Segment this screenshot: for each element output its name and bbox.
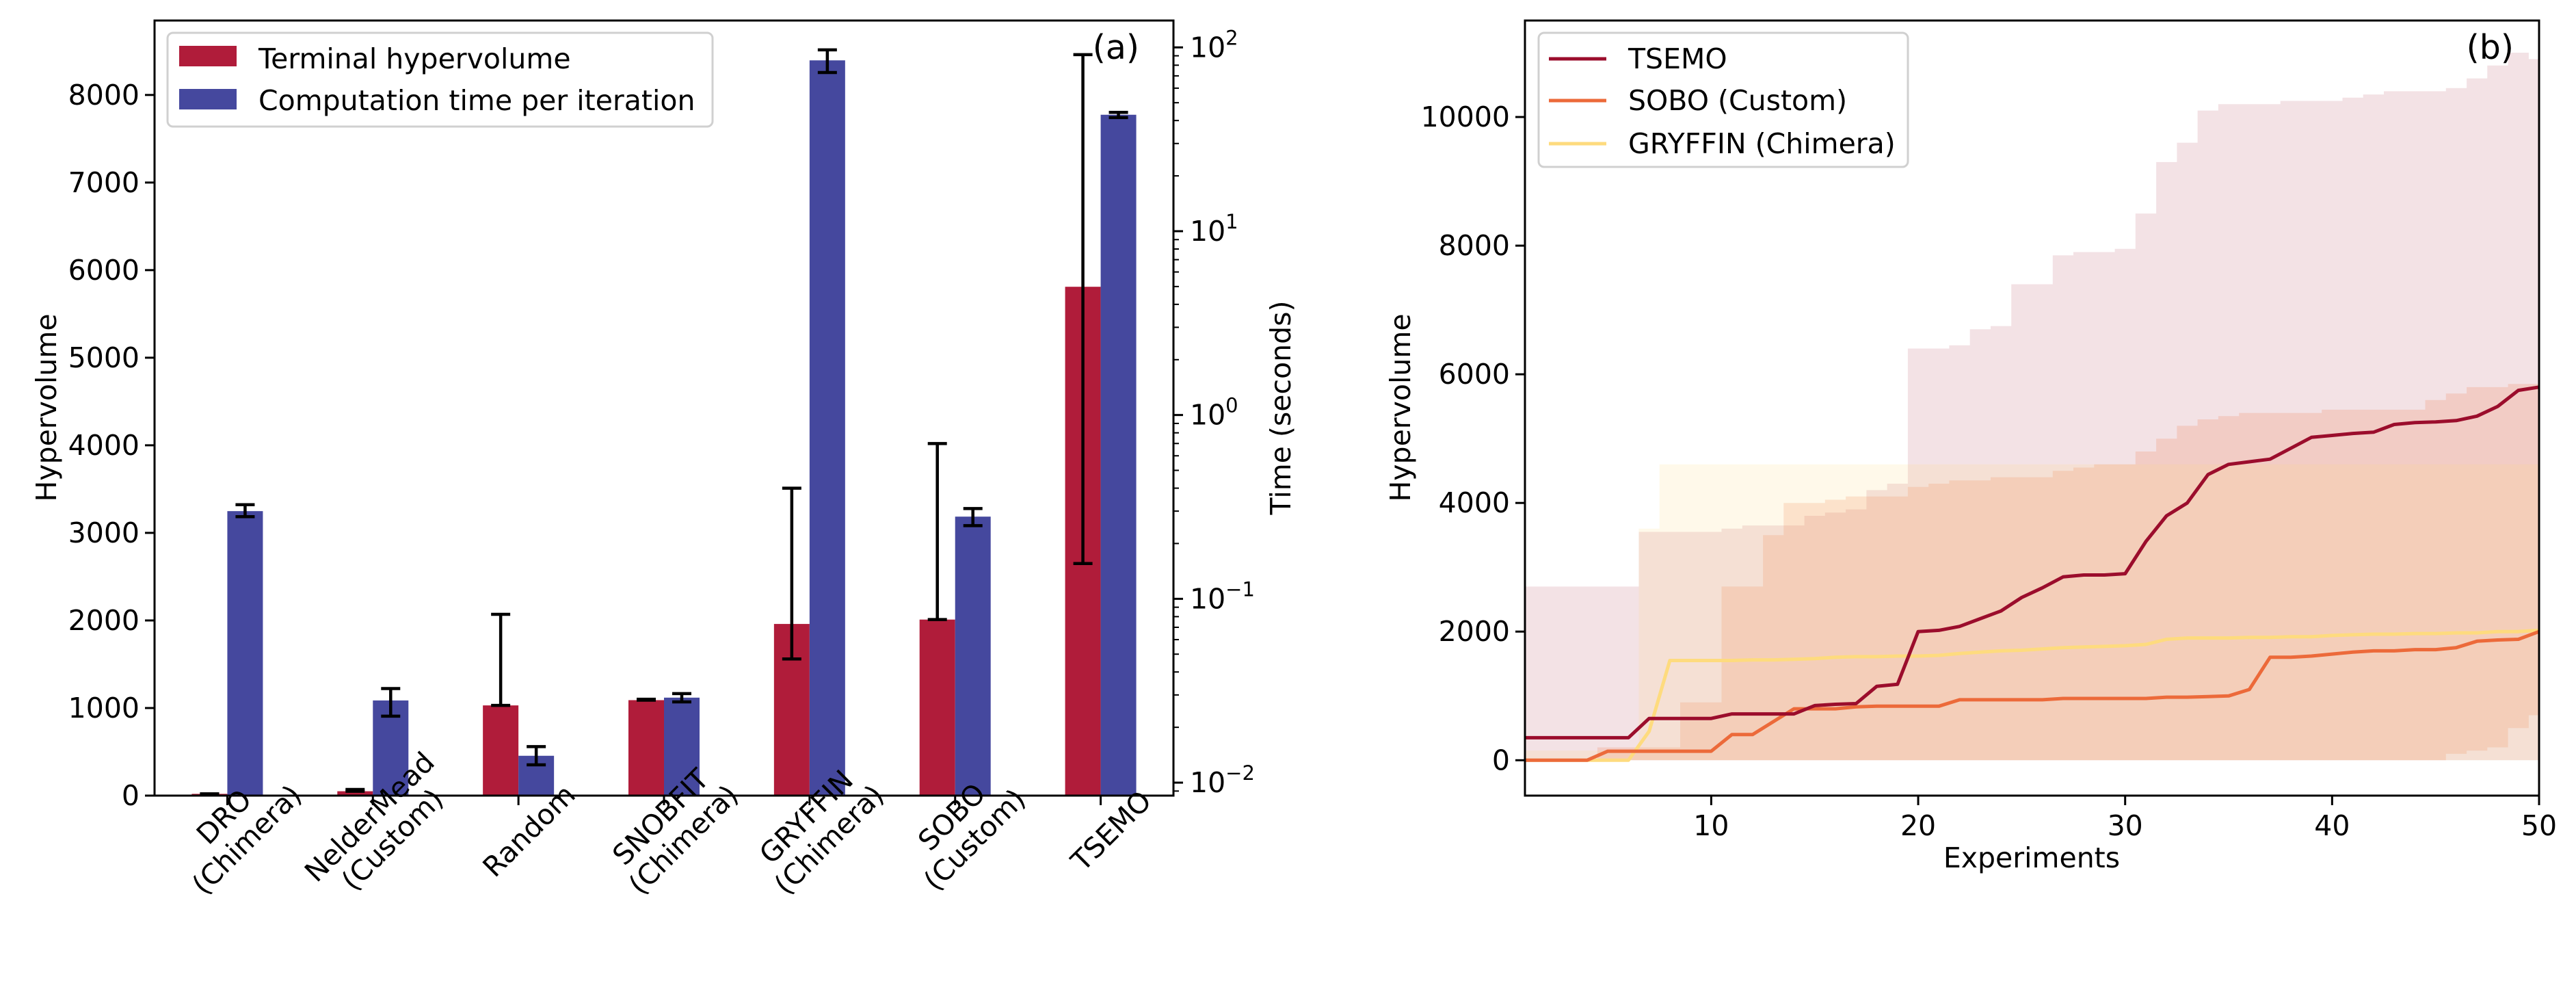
y-axis-label: Hypervolume — [1384, 313, 1417, 501]
y-tick-label: 2000 — [1439, 615, 1510, 648]
y-tick-label: 8000 — [1439, 229, 1510, 262]
y-tick-label: 2000 — [68, 604, 140, 637]
y-axis-left: 0 1000 2000 3000 4000 5000 6000 7000 8000 — [68, 79, 155, 812]
y2-tick-label: 10−1 — [1190, 577, 1255, 615]
legend-swatch-hypervolume — [179, 46, 237, 66]
x-tick-label: 30 — [2108, 809, 2143, 842]
legend-swatch-time — [179, 89, 237, 109]
x-axis: 10 20 30 40 50 — [1693, 796, 2557, 842]
panel-b-line-chart: 0 2000 4000 6000 8000 10000 10 20 30 40 50 Hyperv… — [1384, 19, 2557, 874]
legend-label-sobo: SOBO (Custom) — [1628, 84, 1847, 117]
legend-label-tsemo: TSEMO — [1628, 42, 1727, 75]
y-axis-label-left: Hypervolume — [30, 313, 63, 501]
panel-label-b: (b) — [2467, 28, 2514, 67]
y-axis-right: 10−2 10−1 100 101 102 — [1173, 26, 1255, 799]
y-tick-label: 0 — [122, 779, 140, 812]
y2-tick-label: 10−2 — [1190, 761, 1255, 799]
line-tsemo — [1525, 385, 2539, 740]
line-gryffin — [1525, 628, 2539, 762]
band-gryffin — [1525, 464, 2539, 761]
bar-time — [227, 511, 263, 796]
legend-label-gryffin: GRYFFIN (Chimera) — [1628, 127, 1896, 160]
y2-tick-label: 102 — [1190, 26, 1238, 64]
bar-hypervolume — [483, 705, 519, 796]
y2-tick-label: 101 — [1190, 210, 1238, 248]
bar-hypervolume — [337, 791, 373, 796]
y-tick-label: 8000 — [68, 79, 140, 112]
y-tick-label: 5000 — [68, 341, 140, 374]
band-sobo — [1525, 384, 2539, 761]
x-tick-label: 50 — [2521, 809, 2557, 842]
band-tsemo — [1525, 53, 2539, 761]
legend-b: TSEMO SOBO (Custom) GRYFFIN (Chimera) — [1537, 31, 1909, 168]
y-axis-label-right: Time (seconds) — [1264, 301, 1297, 516]
bar-hypervolume — [628, 700, 664, 796]
y-tick-label: 1000 — [68, 692, 140, 724]
bar-time — [955, 516, 991, 796]
x-tick-label: 40 — [2314, 809, 2350, 842]
y-tick-label: 4000 — [68, 429, 140, 462]
y-tick-label: 3000 — [68, 516, 140, 549]
legend-a: Terminal hypervolume Computation time pe… — [166, 31, 714, 128]
y-tick-label: 10000 — [1421, 101, 1510, 133]
y-tick-label: 6000 — [1439, 358, 1510, 391]
legend-label-time: Computation time per iteration — [258, 84, 695, 117]
bar-hypervolume — [919, 619, 955, 796]
y-tick-label: 6000 — [68, 254, 140, 287]
bar-time — [1100, 114, 1137, 796]
error-bars — [200, 48, 1128, 796]
x-tick-label: 20 — [1900, 809, 1936, 842]
line-sobo — [1525, 629, 2539, 762]
panel-label-a: (a) — [1093, 28, 1139, 67]
confidence-bands — [1525, 53, 2539, 761]
y-tick-label: 0 — [1492, 744, 1510, 776]
x-axis-label: Experiments — [1943, 841, 2120, 874]
x-tick-label: 10 — [1693, 809, 1729, 842]
bar-time — [664, 697, 700, 796]
y-tick-label: 7000 — [68, 166, 140, 199]
bar-time — [809, 60, 845, 796]
axes-frame-b — [1524, 19, 2540, 797]
series-lines — [1525, 385, 2539, 762]
y-tick-label: 4000 — [1439, 486, 1510, 519]
y-axis: 0 2000 4000 6000 8000 10000 — [1421, 101, 1525, 776]
legend-label-hypervolume: Terminal hypervolume — [258, 42, 571, 75]
y2-tick-label: 100 — [1190, 394, 1238, 432]
